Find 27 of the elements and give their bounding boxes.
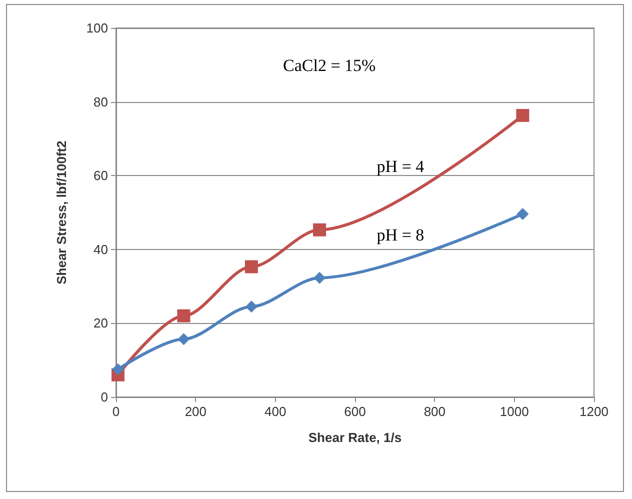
point [244, 260, 258, 274]
x-tick-label: 800 [424, 404, 446, 419]
y-tick-label: 80 [94, 94, 108, 110]
point [177, 309, 190, 322]
y-tick-label: 0 [100, 390, 108, 404]
y-tick-label: 60 [94, 168, 108, 184]
point [178, 333, 190, 346]
point [245, 300, 258, 313]
x-tick-label: 1000 [500, 404, 529, 419]
y-tick-label: 40 [94, 242, 108, 257]
series-label: pH = 8 [376, 225, 424, 244]
annotation: CaCl2 = 15% [283, 56, 376, 75]
point [313, 223, 326, 236]
point [516, 208, 529, 220]
y-axis-title: Shear Stress, lbf/100ft2 [54, 140, 69, 284]
x-tick-label: 200 [184, 404, 207, 419]
series-label: pH = 4 [376, 157, 425, 176]
x-tick-label: 400 [264, 404, 286, 419]
point [516, 108, 530, 122]
point [112, 363, 124, 376]
x-tick-label: 0 [112, 404, 120, 419]
y-tick-label: 20 [94, 316, 108, 331]
x-tick-label: 600 [344, 404, 366, 419]
x-axis-title: Shear Rate, 1/s [308, 430, 402, 445]
point [314, 272, 326, 284]
x-tick-label: 1200 [580, 404, 608, 419]
y-tick-label: 100 [86, 20, 108, 36]
